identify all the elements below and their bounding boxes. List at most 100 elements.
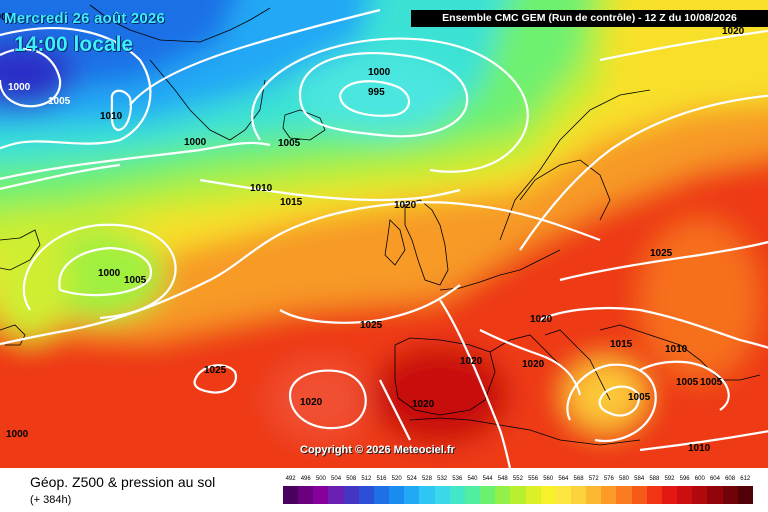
scale-tick-label: 492 [285,476,296,482]
scale-tick-label: 580 [619,476,630,482]
scale-swatch [434,486,450,504]
scale-ticks: 492 496 500 504 508 512 516 520 524 528 532 536 540 5… [283,476,753,482]
scale-tick-label: 556 [528,476,539,482]
coastlines [0,4,761,446]
isobar-label: 1005 [124,275,147,286]
forecast-local-time: 14:00 locale [14,33,134,56]
isobar-label: 1025 [650,248,673,259]
isobar-label: 1005 [278,138,301,149]
isobar-label: 1020 [394,200,417,211]
isobar-label: 1000 [184,137,207,148]
scale-swatch [389,486,405,504]
color-scale: 492 496 500 504 508 512 516 520 524 528 532 536 540 5… [283,476,753,510]
legend-panel: Géop. Z500 & pression au sol (+ 384h) 49… [0,468,768,512]
scale-tick-label: 500 [315,476,326,482]
isobar-label: 1025 [360,320,383,331]
scale-swatch [328,486,344,504]
scale-tick-label: 592 [664,476,675,482]
isobar-label: 1005 [48,96,71,107]
map-title: Géop. Z500 & pression au sol [30,474,216,490]
forecast-date: Mercredi 26 août 2026 [4,10,165,27]
isobar-label: 1010 [688,443,711,454]
scale-tick-label: 532 [437,476,448,482]
isobars [0,8,768,468]
scale-swatch [601,486,617,504]
isobar-label: 1015 [280,197,303,208]
scale-swatch [692,486,708,504]
scale-tick-label: 548 [497,476,508,482]
isobar-label: 1020 [300,397,323,408]
scale-tick-label: 508 [346,476,357,482]
copyright-notice: Copyright © 2026 Meteociel.fr [300,444,455,456]
isobar-label: 1020 [412,399,435,410]
isobar-label: 1020 [522,359,545,370]
scale-swatch [661,486,678,504]
scale-swatch [707,486,723,504]
isobar-label: 1025 [204,365,227,376]
scale-tick-label: 588 [649,476,660,482]
scale-swatch [358,486,374,504]
scale-tick-label: 544 [482,476,493,482]
scale-swatch [570,486,587,504]
scale-swatch [313,486,329,504]
scale-tick-label: 552 [512,476,523,482]
isobar-label: 995 [368,87,385,98]
isobar-label: 1000 [368,67,391,78]
scale-tick-label: 568 [573,476,584,482]
isobar-label: 1010 [665,344,688,355]
isobar-label: 1005 [676,377,699,388]
scale-tick-label: 564 [558,476,569,482]
scale-tick-label: 516 [376,476,387,482]
scale-swatch [586,486,602,504]
scale-tick-label: 600 [694,476,705,482]
isobar-label: 1005 [700,377,723,388]
scale-tick-label: 572 [588,476,599,482]
scale-swatch [722,486,738,504]
scale-swatch [298,486,314,504]
scale-swatch [480,486,496,504]
isobar-label: 1005 [628,392,651,403]
scale-swatch [646,486,662,504]
scale-tick-label: 512 [361,476,372,482]
scale-swatch [419,486,435,504]
isobar-label: 1010 [100,111,123,122]
isobar-label: 1020 [722,26,745,37]
scale-swatch [449,486,465,504]
isobar-label: 1010 [250,183,273,194]
scale-tick-label: 524 [406,476,417,482]
scale-swatch [555,486,571,504]
scale-swatch [373,486,390,504]
isobar-label: 1000 [8,82,31,93]
model-run-info: Ensemble CMC GEM (Run de contrôle) - 12 … [411,10,768,27]
scale-tick-label: 584 [634,476,645,482]
weather-map: 1000 1005 1010 1000 1000 995 1005 1000 1… [0,0,768,468]
isobar-label: 1000 [6,429,29,440]
scale-swatch [404,486,420,504]
scale-tick-label: 608 [725,476,736,482]
scale-tick-label: 604 [709,476,720,482]
scale-swatch [677,486,693,504]
scale-swatch [616,486,632,504]
scale-tick-label: 612 [740,476,751,482]
scale-swatch [283,486,299,504]
scale-tick-label: 576 [603,476,614,482]
z500-field [0,0,768,468]
lead-time: (+ 384h) [30,494,72,506]
scale-tick-label: 596 [679,476,690,482]
scale-tick-label: 520 [391,476,402,482]
scale-swatch [631,486,647,504]
scale-tick-label: 540 [467,476,478,482]
isobar-label: 1015 [610,339,633,350]
isobar-label: 1000 [0,12,13,23]
scale-swatches [283,486,753,504]
scale-swatch [510,486,526,504]
isobar-labels: 1000 1005 1010 1000 1000 995 1005 1000 1… [0,12,745,454]
scale-swatch [464,486,481,504]
scale-tick-label: 560 [543,476,554,482]
scale-tick-label: 536 [452,476,463,482]
scale-tick-label: 504 [331,476,342,482]
scale-swatch [737,486,753,504]
isobar-label: 1000 [98,268,121,279]
scale-tick-label: 496 [300,476,311,482]
scale-swatch [495,486,511,504]
